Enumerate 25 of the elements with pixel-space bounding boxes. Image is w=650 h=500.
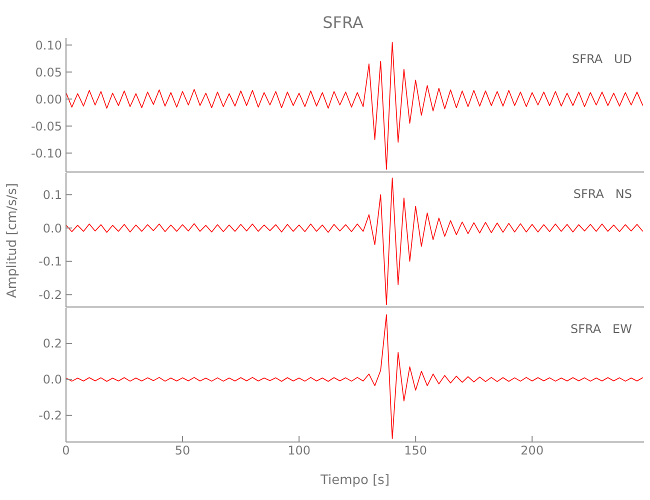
y-tick-label: 0.0 (42, 372, 62, 387)
y-tick-label: -0.2 (38, 408, 62, 423)
y-tick-label: 0.2 (42, 336, 62, 351)
x-axis-title: Tiempo [s] (319, 473, 390, 488)
x-tick-label: 100 (288, 444, 311, 458)
x-tick-label: 200 (520, 444, 544, 458)
y-tick-label: -0.05 (30, 119, 62, 134)
y-tick-label: 0.10 (35, 38, 62, 52)
line-series (66, 42, 644, 170)
y-tick-label: -0.10 (30, 146, 62, 160)
y-tick-label: 0.00 (35, 92, 62, 106)
annotation: SFRA UD (572, 52, 632, 66)
x-tick-label: 150 (404, 444, 428, 458)
line-series (66, 314, 644, 440)
x-tick-label: 0 (62, 444, 70, 458)
y-axis-title: Amplitud [cm/s/s] (4, 182, 20, 298)
annotation: SFRA EW (570, 322, 632, 336)
y-tick-label: 0.1 (42, 188, 62, 202)
y-tick-label: -0.1 (38, 254, 62, 269)
y-tick-label: 0.05 (35, 65, 62, 80)
x-tick-label: 50 (174, 444, 190, 458)
y-tick-label: -0.2 (38, 288, 62, 302)
chart-title: SFRA (322, 12, 364, 34)
annotation: SFRA NS (573, 187, 632, 201)
y-tick-label: 0.0 (42, 221, 62, 236)
